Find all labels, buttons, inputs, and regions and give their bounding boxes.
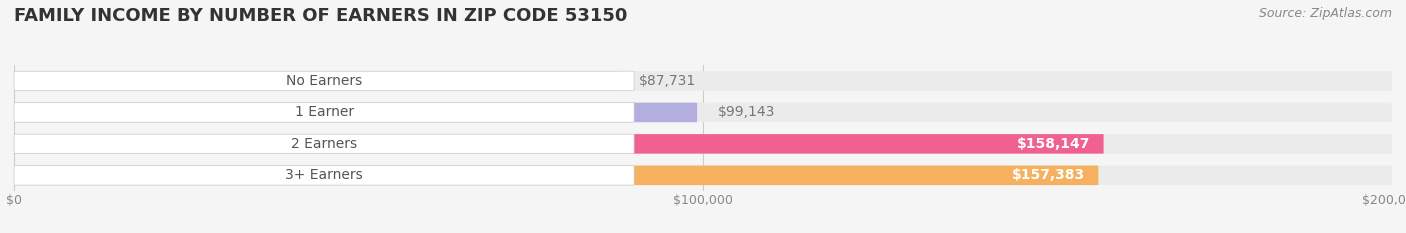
Text: 3+ Earners: 3+ Earners (285, 168, 363, 182)
FancyBboxPatch shape (14, 166, 1392, 185)
Text: Source: ZipAtlas.com: Source: ZipAtlas.com (1258, 7, 1392, 20)
FancyBboxPatch shape (14, 71, 1392, 91)
Text: $87,731: $87,731 (640, 74, 696, 88)
Text: No Earners: No Earners (285, 74, 363, 88)
Text: $157,383: $157,383 (1011, 168, 1084, 182)
Text: 1 Earner: 1 Earner (294, 105, 354, 120)
FancyBboxPatch shape (14, 134, 1392, 154)
FancyBboxPatch shape (14, 71, 619, 91)
FancyBboxPatch shape (14, 71, 634, 91)
Text: $158,147: $158,147 (1017, 137, 1090, 151)
FancyBboxPatch shape (14, 166, 1098, 185)
FancyBboxPatch shape (14, 166, 634, 185)
FancyBboxPatch shape (14, 103, 1392, 122)
FancyBboxPatch shape (14, 134, 1104, 154)
FancyBboxPatch shape (14, 103, 697, 122)
FancyBboxPatch shape (14, 134, 634, 154)
Text: 2 Earners: 2 Earners (291, 137, 357, 151)
Text: FAMILY INCOME BY NUMBER OF EARNERS IN ZIP CODE 53150: FAMILY INCOME BY NUMBER OF EARNERS IN ZI… (14, 7, 627, 25)
Text: $99,143: $99,143 (718, 105, 775, 120)
FancyBboxPatch shape (14, 103, 634, 122)
